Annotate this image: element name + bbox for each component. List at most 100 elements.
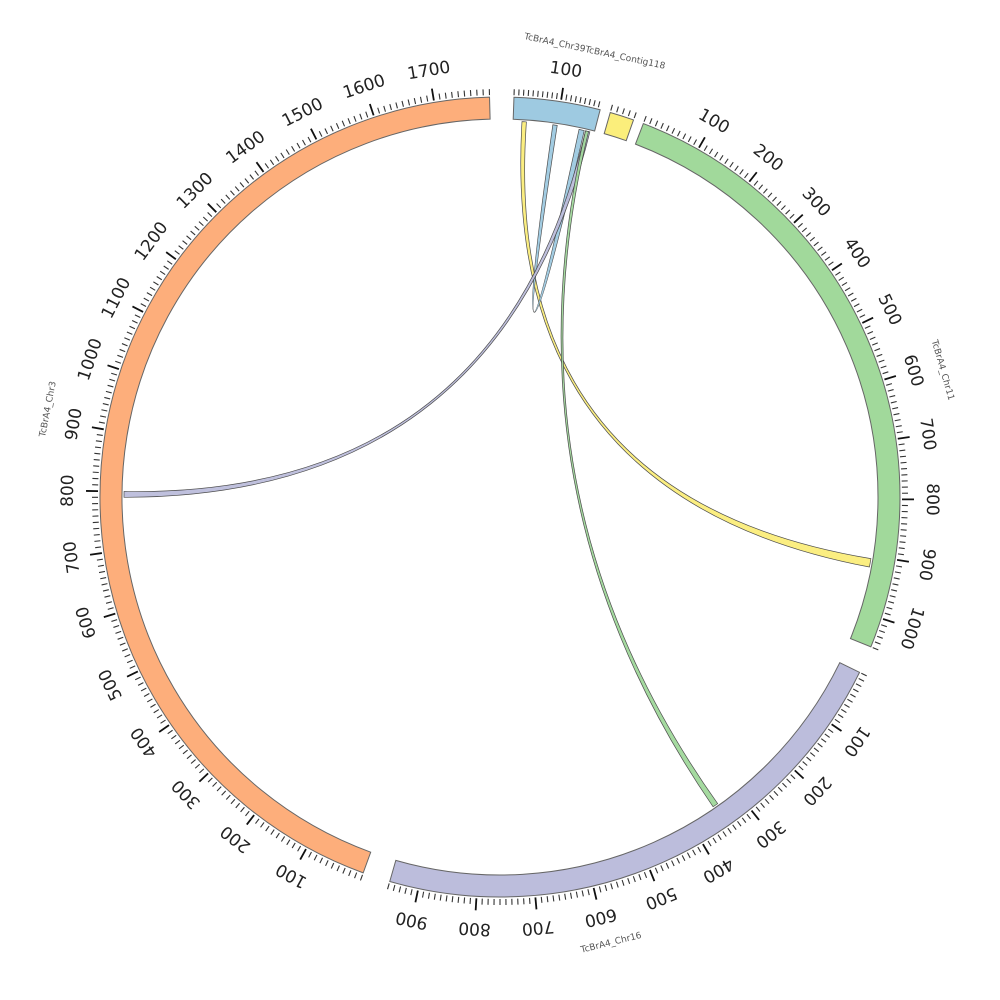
tick-minor: [153, 281, 159, 286]
tick-minor: [347, 118, 351, 125]
tick-label: 100: [272, 859, 310, 892]
tick-minor: [887, 389, 894, 392]
tick-minor: [96, 433, 103, 436]
tick-minor: [809, 752, 816, 757]
tick-major: [896, 558, 910, 563]
tick-minor: [737, 821, 742, 827]
tick-minor: [546, 91, 549, 98]
tick-minor: [616, 106, 619, 113]
tick-minor: [558, 894, 561, 901]
tick-minor: [335, 123, 340, 129]
tick-major: [698, 136, 706, 149]
tick-minor: [225, 794, 231, 800]
tick-minor: [802, 761, 808, 766]
tick-minor: [401, 100, 404, 107]
tick-minor: [146, 292, 153, 297]
tick-minor: [395, 102, 398, 109]
tick-minor: [240, 806, 245, 813]
tick-minor: [244, 178, 250, 184]
tick-major: [748, 171, 758, 183]
tick-minor: [739, 169, 744, 175]
tick-major: [831, 723, 843, 732]
tick-label: 500: [95, 666, 127, 704]
tick-minor: [719, 155, 724, 161]
tick-label: 900: [62, 407, 87, 442]
segments-layer: [99, 96, 901, 898]
tick-major: [793, 213, 804, 224]
tick-major: [132, 305, 144, 313]
tick-minor: [900, 461, 907, 464]
segment-tcbra4_chr39: [512, 96, 601, 132]
link-0: [520, 121, 872, 568]
tick-minor: [126, 659, 133, 664]
tick-minor: [119, 348, 126, 353]
tick-minor: [260, 822, 265, 828]
tick-minor: [565, 94, 568, 101]
tick-minor: [174, 739, 181, 745]
link-2: [123, 130, 591, 498]
tick-minor: [146, 698, 153, 703]
tick-minor: [593, 100, 596, 107]
tick-minor: [707, 840, 712, 847]
tick-minor: [708, 148, 714, 155]
tick-major: [702, 843, 710, 855]
tick-minor: [786, 778, 792, 784]
tick-minor: [109, 378, 116, 382]
tick-minor: [313, 854, 318, 861]
tick-label: 500: [873, 291, 905, 329]
tick-minor: [182, 240, 188, 245]
tick-minor: [153, 709, 160, 714]
tick-minor: [115, 630, 122, 634]
tick-minor: [760, 802, 765, 808]
tick-minor: [856, 308, 863, 313]
tick-minor: [872, 647, 879, 651]
tick-minor: [163, 265, 169, 270]
tick-minor: [769, 794, 774, 801]
tick-major: [368, 103, 375, 116]
tick-minor: [632, 876, 636, 883]
tick-major: [126, 670, 139, 678]
tick-minor: [687, 136, 692, 143]
tick-major: [103, 612, 116, 619]
tick-minor: [463, 90, 466, 97]
tick-minor: [101, 583, 108, 586]
tick-minor: [638, 874, 642, 881]
tick-minor: [604, 884, 608, 891]
tick-minor: [847, 698, 853, 703]
tick-minor: [124, 337, 131, 341]
tick-major: [89, 552, 103, 556]
tick-minor: [457, 896, 460, 903]
tick-minor: [212, 781, 218, 787]
tick-minor: [864, 325, 871, 329]
chromosome-label-tcbra4_chr39: TcBrA4_Chr39TcBrA4_Contig118: [522, 32, 666, 72]
tick-minor: [121, 648, 128, 652]
chromosome-label-tcbra4_chr16: TcBrA4_Chr16: [579, 931, 643, 956]
tick-minor: [387, 883, 390, 890]
tick-minor: [888, 600, 895, 604]
tick-minor: [621, 879, 625, 886]
tick-minor: [445, 895, 448, 902]
tick-minor: [444, 92, 447, 99]
tick-minor: [235, 802, 241, 809]
tick-minor: [777, 786, 783, 792]
tick-minor: [876, 635, 883, 639]
tick-minor: [359, 113, 363, 120]
tick-minor: [421, 891, 425, 898]
tick-minor: [308, 851, 312, 858]
tick-minor: [150, 703, 156, 708]
segment-tcbra4_chr11: [634, 122, 901, 648]
tick-minor: [828, 261, 834, 266]
tick-minor: [275, 155, 280, 162]
tick-minor: [633, 112, 637, 119]
tick-label: 800: [922, 483, 942, 516]
tick-minor: [838, 276, 845, 281]
tick-minor: [307, 136, 312, 143]
tick-minor: [889, 595, 896, 598]
tick-major: [861, 316, 874, 324]
tick-minor: [847, 292, 854, 297]
tick-minor: [134, 314, 141, 319]
tick-minor: [894, 571, 901, 574]
tick-minor: [216, 786, 222, 792]
tick-minor: [354, 872, 358, 879]
